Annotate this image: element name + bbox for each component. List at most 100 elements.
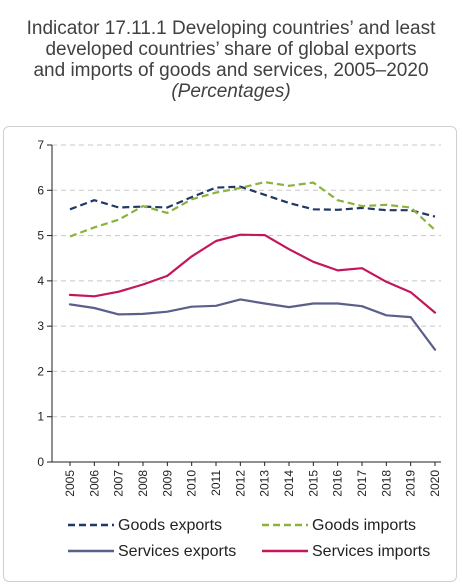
x-tick-label-2019: 2019 <box>404 470 418 497</box>
data-point-services-exports-2013 <box>263 302 265 304</box>
data-point-goods-exports-2018 <box>385 209 387 211</box>
data-point-services-imports-2017 <box>361 267 363 269</box>
legend-item-goods-exports: Goods exports <box>68 517 222 534</box>
data-point-goods-imports-2014 <box>288 185 290 187</box>
data-point-goods-exports-2011 <box>215 186 217 188</box>
data-point-goods-exports-2009 <box>166 206 168 208</box>
data-point-goods-imports-2006 <box>93 226 95 228</box>
data-point-services-exports-2012 <box>239 298 241 300</box>
data-point-goods-exports-2015 <box>312 208 314 210</box>
x-tick-label-2012: 2012 <box>233 470 247 497</box>
data-point-goods-imports-2008 <box>142 205 144 207</box>
data-point-services-exports-2019 <box>409 316 411 318</box>
data-point-services-exports-2010 <box>190 305 192 307</box>
x-tick-label-2014: 2014 <box>282 470 296 497</box>
data-point-services-imports-2012 <box>239 233 241 235</box>
series-lines <box>68 181 437 351</box>
x-tick-label-2010: 2010 <box>185 470 199 497</box>
chart-title: Indicator 17.11.1 Developing countries’ … <box>0 18 462 102</box>
x-tick-label-2008: 2008 <box>136 470 150 497</box>
y-tick-label-7: 7 <box>37 138 44 152</box>
data-point-goods-imports-2005 <box>69 235 71 237</box>
data-point-goods-exports-2014 <box>288 202 290 204</box>
data-point-goods-exports-2016 <box>336 209 338 211</box>
title-line-2: developed countries’ share of global exp… <box>45 39 417 60</box>
series-line-services-exports <box>68 298 437 351</box>
series-line-goods-imports <box>69 181 436 238</box>
series-line-services-imports <box>68 233 437 314</box>
data-point-goods-imports-2017 <box>361 205 363 207</box>
data-point-goods-imports-2019 <box>409 206 411 208</box>
y-tick-label-0: 0 <box>37 455 44 469</box>
legend-item-services-imports: Services imports <box>262 543 430 560</box>
data-point-services-imports-2009 <box>166 275 168 277</box>
data-point-services-exports-2014 <box>288 306 290 308</box>
legend-label-goods-exports: Goods exports <box>118 517 222 534</box>
data-point-services-exports-2018 <box>385 314 387 316</box>
y-tick-label-2: 2 <box>37 364 44 378</box>
chart-subtitle: (Percentages) <box>171 81 291 102</box>
data-point-goods-imports-2016 <box>336 199 338 201</box>
data-point-services-exports-2017 <box>361 305 363 307</box>
x-tick-label-2016: 2016 <box>331 470 345 497</box>
data-point-services-imports-2008 <box>142 283 144 285</box>
data-point-goods-exports-2005 <box>69 208 71 210</box>
data-point-services-imports-2010 <box>190 255 192 257</box>
legend-item-goods-imports: Goods imports <box>262 517 416 534</box>
data-point-goods-exports-2007 <box>117 206 119 208</box>
data-point-goods-imports-2018 <box>385 204 387 206</box>
title-line-1: Indicator 17.11.1 Developing countries’ … <box>26 18 436 39</box>
data-point-services-imports-2006 <box>93 295 95 297</box>
data-point-services-imports-2016 <box>336 269 338 271</box>
legend-label-services-exports: Services exports <box>118 543 236 560</box>
data-point-services-imports-2019 <box>409 291 411 293</box>
data-point-services-imports-2015 <box>312 261 314 263</box>
legend-label-goods-imports: Goods imports <box>312 517 416 534</box>
data-point-goods-exports-2019 <box>409 209 411 211</box>
x-tick-label-2009: 2009 <box>160 470 174 497</box>
data-point-services-exports-2011 <box>215 305 217 307</box>
legend-item-services-exports: Services exports <box>68 543 236 560</box>
data-point-goods-imports-2007 <box>117 219 119 221</box>
x-tick-label-2017: 2017 <box>355 470 369 497</box>
axes: 0 1 2 3 4 5 6 7 2005 2006 2007 2008 2009 2010 2011 2012… <box>37 138 442 497</box>
data-point-goods-exports-2010 <box>190 196 192 198</box>
x-tick-label-2013: 2013 <box>258 470 272 497</box>
x-tick-label-2018: 2018 <box>379 470 393 497</box>
data-point-goods-exports-2006 <box>93 199 95 201</box>
data-point-goods-imports-2011 <box>215 191 217 193</box>
chart-panel <box>3 126 457 582</box>
data-point-services-exports-2008 <box>142 313 144 315</box>
data-point-services-exports-2016 <box>336 302 338 304</box>
x-tick-label-2011: 2011 <box>209 470 223 496</box>
x-tick-label-2007: 2007 <box>112 470 126 497</box>
data-point-services-imports-2007 <box>117 291 119 293</box>
y-tick-label-1: 1 <box>37 410 44 424</box>
series-line-goods-exports <box>69 185 436 218</box>
y-tick-label-5: 5 <box>37 229 44 243</box>
legend-label-services-imports: Services imports <box>312 543 430 560</box>
data-point-services-imports-2018 <box>385 281 387 283</box>
data-point-services-exports-2007 <box>117 313 119 315</box>
y-tick-label-6: 6 <box>37 183 44 197</box>
data-point-services-exports-2020 <box>434 348 436 350</box>
data-point-goods-imports-2013 <box>263 181 265 183</box>
data-point-goods-imports-2009 <box>166 212 168 214</box>
x-tick-label-2005: 2005 <box>63 470 77 497</box>
data-point-goods-imports-2012 <box>239 187 241 189</box>
data-point-services-imports-2014 <box>288 248 290 250</box>
data-point-services-exports-2015 <box>312 302 314 304</box>
data-point-goods-imports-2020 <box>434 229 436 231</box>
y-tick-label-3: 3 <box>37 319 44 333</box>
data-point-services-exports-2009 <box>166 310 168 312</box>
gridlines <box>52 144 441 418</box>
title-line-3: and imports of goods and services, 2005–… <box>33 60 429 81</box>
data-point-services-imports-2013 <box>263 234 265 236</box>
data-point-goods-imports-2015 <box>312 181 314 183</box>
data-point-services-imports-2011 <box>215 240 217 242</box>
x-tick-label-2006: 2006 <box>87 470 101 497</box>
data-point-goods-imports-2010 <box>190 198 192 200</box>
data-point-goods-exports-2013 <box>263 194 265 196</box>
y-tick-label-4: 4 <box>37 274 44 288</box>
